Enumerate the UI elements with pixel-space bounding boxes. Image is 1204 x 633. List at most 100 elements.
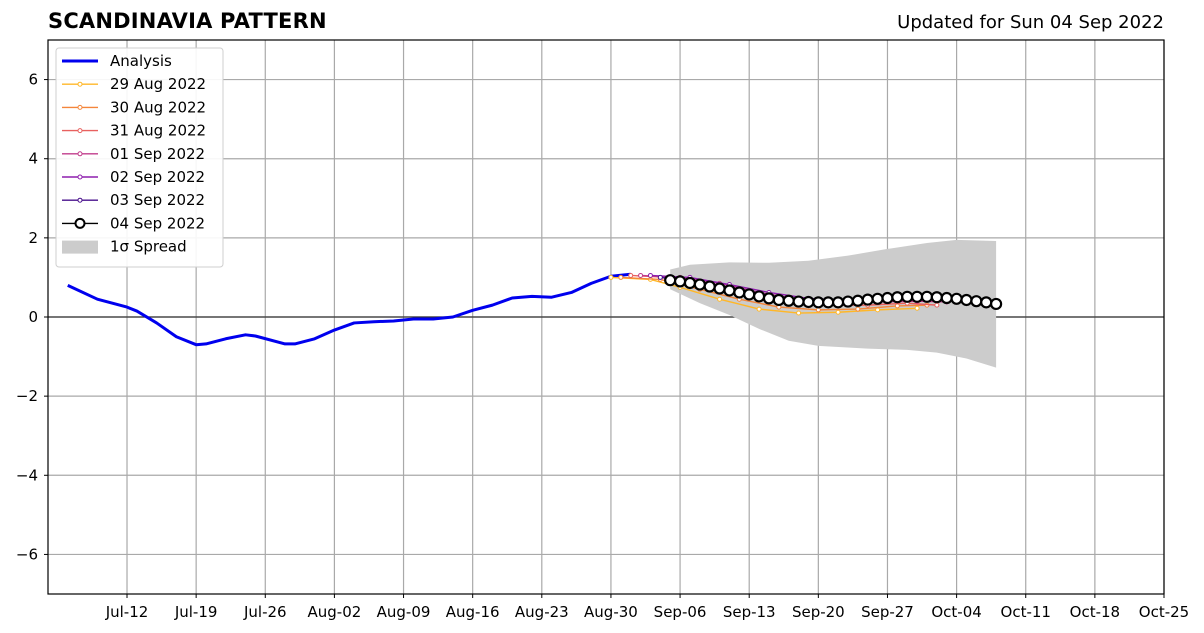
legend-item-29-aug-2022: 29 Aug 2022 — [62, 75, 206, 93]
data-point-04-sep-2022 — [881, 291, 894, 305]
x-tick-label: Jul-19 — [174, 603, 218, 621]
x-tick-label: Oct-04 — [931, 603, 981, 621]
data-point-04-sep-2022 — [812, 296, 825, 309]
data-point-30-aug-2022 — [618, 274, 624, 280]
data-point-04-sep-2022 — [733, 286, 746, 299]
data-point-04-sep-2022 — [723, 284, 736, 297]
data-point-04-sep-2022 — [990, 297, 1003, 311]
x-tick-label: Jul-12 — [105, 603, 149, 621]
legend-label: 01 Sep 2022 — [110, 145, 205, 163]
legend: Analysis 29 Aug 2022 30 Aug 2022 31 Aug 202… — [55, 47, 224, 268]
y-tick-label: −6 — [16, 545, 38, 563]
data-point-04-sep-2022 — [703, 280, 716, 293]
data-point-04-sep-2022 — [950, 292, 963, 305]
legend-label: 29 Aug 2022 — [110, 75, 206, 93]
chart-subtitle: Updated for Sun 04 Sep 2022 — [897, 12, 1164, 33]
data-point-29-aug-2022 — [717, 296, 723, 302]
legend-label: Analysis — [110, 52, 172, 70]
y-tick-label: −4 — [16, 466, 38, 484]
data-point-04-sep-2022 — [910, 290, 924, 303]
x-tick-label: Sep-27 — [861, 603, 914, 621]
x-tick-label: Aug-23 — [515, 603, 569, 621]
data-point-30-aug-2022 — [855, 306, 861, 312]
legend-label: 31 Aug 2022 — [110, 122, 206, 140]
data-point-04-sep-2022 — [940, 291, 953, 305]
data-point-04-sep-2022 — [782, 294, 795, 307]
legend-marker — [74, 217, 86, 229]
data-point-04-sep-2022 — [960, 293, 973, 307]
plot-series-group — [67, 239, 1003, 368]
data-point-04-sep-2022 — [841, 295, 855, 308]
legend-marker — [77, 104, 83, 110]
legend-marker — [77, 81, 83, 87]
data-point-04-sep-2022 — [802, 295, 815, 309]
legend-item-04-sep-2022: 04 Sep 2022 — [62, 214, 205, 232]
y-tick-label: 4 — [28, 150, 38, 168]
data-point-04-sep-2022 — [980, 296, 993, 309]
data-point-04-sep-2022 — [713, 282, 726, 295]
legend-label: 30 Aug 2022 — [110, 98, 206, 116]
legend-item-01-sep-2022: 01 Sep 2022 — [62, 145, 205, 163]
data-point-04-sep-2022 — [792, 295, 805, 308]
series-line-analysis — [67, 272, 631, 347]
legend-item-03-sep-2022: 03 Sep 2022 — [62, 191, 205, 209]
plot-frame — [47, 39, 1165, 595]
data-point-30-aug-2022 — [815, 307, 821, 313]
data-point-04-sep-2022 — [752, 290, 766, 303]
data-point-04-sep-2022 — [664, 274, 677, 287]
data-point-04-sep-2022 — [762, 292, 776, 305]
x-tick-label: Aug-02 — [308, 603, 362, 621]
x-tick-label: Jul-26 — [243, 603, 287, 621]
data-point-04-sep-2022 — [683, 276, 697, 290]
data-point-29-aug-2022 — [875, 307, 881, 313]
data-point-31-aug-2022 — [628, 272, 634, 278]
data-point-02-sep-2022 — [647, 272, 653, 278]
x-tick-label: Sep-06 — [654, 603, 707, 621]
legend-item-1-spread: 1σ Spread — [62, 238, 187, 256]
y-tick-label: 0 — [28, 308, 38, 326]
legend-item-02-sep-2022: 02 Sep 2022 — [62, 168, 205, 186]
legend-item-analysis: Analysis — [62, 52, 172, 70]
data-point-04-sep-2022 — [871, 292, 884, 305]
data-point-04-sep-2022 — [743, 288, 756, 301]
y-tick-label: −2 — [16, 387, 38, 405]
legend-label: 03 Sep 2022 — [110, 191, 205, 209]
data-point-04-sep-2022 — [861, 293, 874, 306]
chart-title: SCANDINAVIA PATTERN — [48, 9, 327, 33]
x-tick-label: Sep-20 — [792, 603, 845, 621]
x-tick-label: Oct-18 — [1070, 603, 1120, 621]
legend-marker — [77, 151, 83, 157]
x-tick-label: Aug-30 — [584, 603, 638, 621]
legend-label: 1σ Spread — [110, 238, 187, 256]
legend-marker — [77, 197, 83, 203]
x-tick-label: Aug-09 — [377, 603, 431, 621]
legend-box — [55, 47, 224, 268]
data-point-31-aug-2022 — [934, 302, 940, 308]
data-point-01-sep-2022 — [638, 272, 644, 278]
data-point-04-sep-2022 — [901, 290, 914, 303]
x-tick-label: Aug-16 — [446, 603, 500, 621]
x-tick-label: Sep-13 — [723, 603, 776, 621]
data-point-30-aug-2022 — [894, 303, 900, 309]
data-point-03-sep-2022 — [657, 274, 663, 280]
data-point-04-sep-2022 — [822, 296, 835, 309]
x-tick-label: Oct-11 — [1001, 603, 1051, 621]
data-point-04-sep-2022 — [970, 295, 983, 308]
data-point-29-aug-2022 — [796, 310, 802, 316]
data-point-04-sep-2022 — [920, 290, 934, 303]
legend-marker — [77, 174, 83, 180]
legend-label: 02 Sep 2022 — [110, 168, 205, 186]
legend-item-30-aug-2022: 30 Aug 2022 — [62, 98, 206, 116]
data-point-29-aug-2022 — [914, 305, 920, 311]
data-point-29-aug-2022 — [756, 306, 762, 312]
data-point-04-sep-2022 — [673, 275, 687, 288]
data-point-04-sep-2022 — [831, 296, 845, 309]
y-tick-label: 6 — [28, 71, 38, 89]
data-point-29-aug-2022 — [608, 274, 614, 280]
data-point-04-sep-2022 — [930, 291, 943, 304]
x-tick-label: Oct-25 — [1139, 603, 1189, 621]
y-tick-label: 2 — [28, 229, 38, 247]
data-point-29-aug-2022 — [835, 309, 841, 315]
legend-label: 04 Sep 2022 — [110, 214, 205, 232]
